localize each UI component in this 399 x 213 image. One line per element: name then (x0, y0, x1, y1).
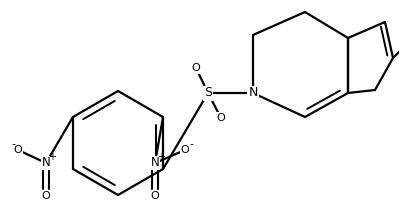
Text: S: S (204, 86, 212, 99)
Text: +: + (48, 152, 56, 162)
Text: O: O (181, 145, 190, 155)
Text: -: - (189, 139, 193, 149)
Text: +: + (157, 152, 165, 162)
Text: N: N (151, 157, 159, 170)
Text: -: - (11, 139, 15, 149)
Text: O: O (14, 145, 22, 155)
Text: O: O (41, 191, 50, 201)
Text: O: O (192, 63, 200, 73)
Text: N: N (41, 157, 50, 170)
Text: O: O (151, 191, 159, 201)
Text: N: N (248, 86, 258, 99)
Text: O: O (217, 113, 225, 123)
